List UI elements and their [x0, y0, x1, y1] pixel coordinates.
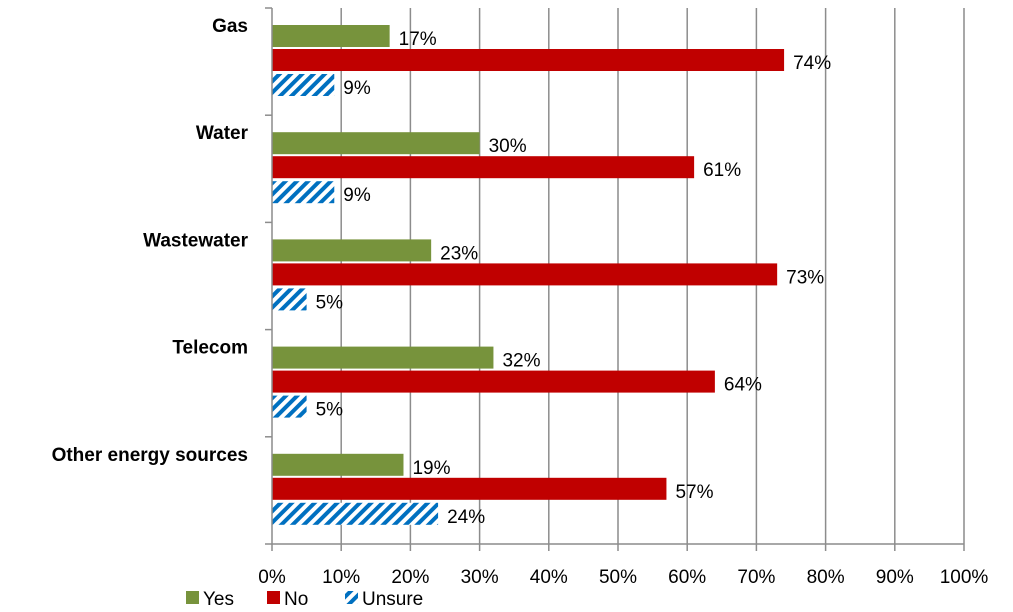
data-label: 9%: [343, 185, 371, 206]
legend-swatch-yes: [186, 591, 199, 604]
x-tick-label: 40%: [530, 567, 568, 588]
x-tick-label: 60%: [668, 567, 706, 588]
data-label: 30%: [489, 136, 527, 157]
legend-label: Yes: [203, 589, 234, 610]
legend-swatch-no: [267, 591, 280, 604]
bar-yes: [272, 25, 390, 47]
data-label: 5%: [316, 292, 344, 313]
x-tick-label: 50%: [599, 567, 637, 588]
legend-label: No: [284, 589, 308, 610]
bars: [272, 25, 785, 525]
bar-unsure: [272, 74, 335, 96]
x-tick-label: 10%: [322, 567, 360, 588]
x-tick-label: 0%: [258, 567, 286, 588]
data-label: 74%: [793, 53, 831, 74]
bar-unsure: [272, 502, 439, 525]
bar-no: [272, 263, 778, 286]
legend-swatch-unsure: [345, 591, 358, 604]
data-label: 64%: [724, 375, 762, 396]
category-label: Wastewater: [143, 230, 248, 251]
category-label: Gas: [212, 16, 248, 37]
data-label: 9%: [343, 78, 371, 99]
category-label: Telecom: [172, 338, 248, 359]
bar-unsure: [272, 395, 307, 418]
x-tick-label: 30%: [461, 567, 499, 588]
bar-yes: [272, 453, 404, 476]
bar-no: [272, 477, 667, 500]
data-label: 19%: [412, 458, 450, 479]
x-tick-label: 20%: [391, 567, 429, 588]
axes: 0% 10% 20% 30% 40% 50% 60% 70% 80% 90% 100%: [258, 7, 989, 588]
data-label: 17%: [399, 29, 437, 50]
x-tick-label: 100%: [940, 567, 989, 588]
data-label: 23%: [440, 243, 478, 264]
bar-unsure: [272, 288, 307, 311]
bar-no: [272, 370, 715, 393]
legend-label: Unsure: [362, 589, 423, 610]
data-label: 32%: [502, 351, 540, 372]
data-label: 5%: [316, 400, 344, 421]
data-label: 61%: [703, 160, 741, 181]
data-label: 57%: [675, 482, 713, 503]
data-label: 73%: [786, 267, 824, 288]
x-tick-label: 90%: [876, 567, 914, 588]
bar-unsure: [272, 181, 335, 204]
x-tick-label: 80%: [807, 567, 845, 588]
category-label: Other energy sources: [52, 445, 248, 466]
labels: Gas 17% 74% 9% Water 30% 61% 9% Wastewater 23% 73%…: [52, 16, 832, 528]
bar-no: [272, 49, 785, 71]
bar-yes: [272, 239, 432, 262]
x-tick-label: 70%: [737, 567, 775, 588]
category-label: Water: [196, 123, 249, 144]
data-label: 24%: [447, 507, 485, 528]
legend: Yes No Unsure: [186, 589, 423, 610]
bar-yes: [272, 132, 480, 155]
bar-no: [272, 156, 695, 179]
bar-yes: [272, 346, 494, 369]
